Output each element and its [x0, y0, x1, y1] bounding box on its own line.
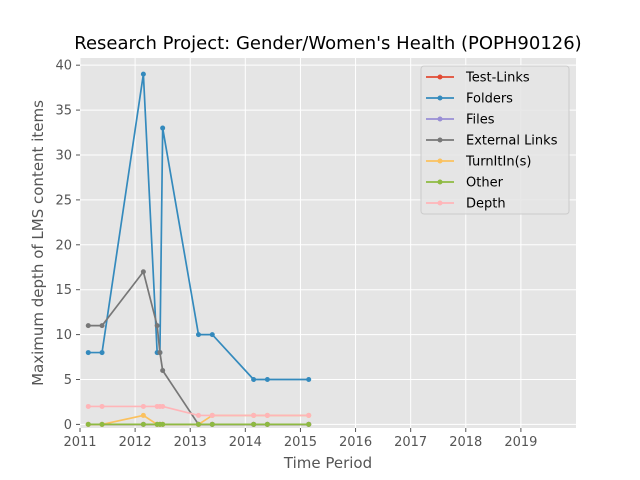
data-point-depth — [140, 403, 146, 409]
data-point-depth — [251, 412, 257, 418]
x-tick-label: 2017 — [394, 435, 427, 450]
data-point-folders — [85, 350, 91, 356]
tick-labels: 2011 2012 2013 2014 2015 2016 2017 2018 20190510… — [55, 59, 537, 450]
data-point-other — [251, 421, 257, 427]
legend-item-depth: Depth — [426, 197, 506, 212]
legend-label: External Links — [466, 134, 558, 149]
data-point-depth — [306, 412, 312, 418]
data-point-external-links — [99, 323, 105, 329]
x-tick-label: 2015 — [284, 435, 317, 450]
data-point-depth — [99, 403, 105, 409]
legend-item-files: Files — [426, 113, 495, 128]
y-tick-label: 25 — [55, 193, 72, 208]
data-point-folders — [140, 71, 146, 77]
y-axis-label: Maximum depth of LMS content items — [29, 100, 47, 386]
x-tick-label: 2014 — [229, 435, 262, 450]
legend-swatch-marker — [437, 116, 443, 122]
data-point-external-links — [85, 323, 91, 329]
legend-label: Folders — [466, 92, 513, 107]
legend-swatch-marker — [437, 179, 443, 185]
data-point-depth — [264, 412, 270, 418]
x-tick-label: 2019 — [504, 435, 537, 450]
x-tick-label: 2011 — [63, 435, 96, 450]
legend-swatch-marker — [437, 74, 443, 80]
data-point-external-links — [160, 368, 166, 374]
data-point-depth — [85, 403, 91, 409]
series-layer — [85, 71, 312, 427]
legend-item-folders: Folders — [426, 92, 513, 107]
data-point-folders — [195, 332, 201, 338]
data-point-external-links — [154, 323, 160, 329]
legend-item-other: Other — [426, 176, 504, 191]
y-tick-label: 20 — [55, 238, 72, 253]
data-point-other — [85, 421, 91, 427]
legend-box — [420, 65, 570, 215]
y-tick-label: 35 — [55, 104, 72, 119]
legend-label: Test-Links — [465, 71, 530, 86]
data-point-other — [209, 421, 215, 427]
data-point-folders — [264, 377, 270, 383]
data-point-folders — [99, 350, 105, 356]
chart-title: Research Project: Gender/Women's Health … — [74, 33, 581, 54]
series-depth — [85, 403, 312, 418]
x-tick-label: 2012 — [119, 435, 152, 450]
y-tick-label: 5 — [64, 373, 72, 388]
legend-swatch-marker — [437, 137, 443, 143]
data-point-folders — [251, 377, 257, 383]
legend-item-external-links: External Links — [426, 134, 558, 149]
x-tick-label: 2018 — [449, 435, 482, 450]
y-tick-label: 0 — [64, 418, 72, 433]
data-point-other — [140, 421, 146, 427]
legend-swatch-marker — [437, 95, 443, 101]
data-point-other — [264, 421, 270, 427]
data-point-external-links — [140, 269, 146, 275]
data-point-other — [99, 421, 105, 427]
y-tick-label: 40 — [55, 59, 72, 74]
x-axis-label: Time Period — [283, 454, 372, 472]
data-point-other — [306, 421, 312, 427]
legend-item-test-links: Test-Links — [426, 71, 530, 86]
legend-swatch-marker — [437, 200, 443, 206]
data-point-folders — [209, 332, 215, 338]
legend-item-turnitin-s: TurnItIn(s) — [426, 155, 531, 170]
data-point-other — [195, 421, 201, 427]
legend-label: Other — [466, 176, 504, 191]
legend-label: TurnItIn(s) — [465, 155, 531, 170]
data-point-external-links — [157, 350, 163, 356]
data-point-depth — [209, 412, 215, 418]
legend: Test-Links Folders Files External Links Turn… — [420, 65, 570, 215]
data-point-depth — [160, 403, 166, 409]
legend-label: Files — [466, 113, 495, 128]
y-tick-label: 30 — [55, 148, 72, 163]
x-tick-label: 2013 — [174, 435, 207, 450]
y-tick-label: 10 — [55, 328, 72, 343]
y-tick-label: 15 — [55, 283, 72, 298]
data-point-folders — [306, 377, 312, 383]
data-point-depth — [195, 412, 201, 418]
data-point-turnitin-s — [140, 412, 146, 418]
legend-swatch-marker — [437, 158, 443, 164]
data-point-other — [160, 421, 166, 427]
series-other — [85, 421, 312, 427]
x-tick-label: 2016 — [339, 435, 372, 450]
legend-label: Depth — [466, 197, 506, 212]
data-point-folders — [160, 125, 166, 131]
